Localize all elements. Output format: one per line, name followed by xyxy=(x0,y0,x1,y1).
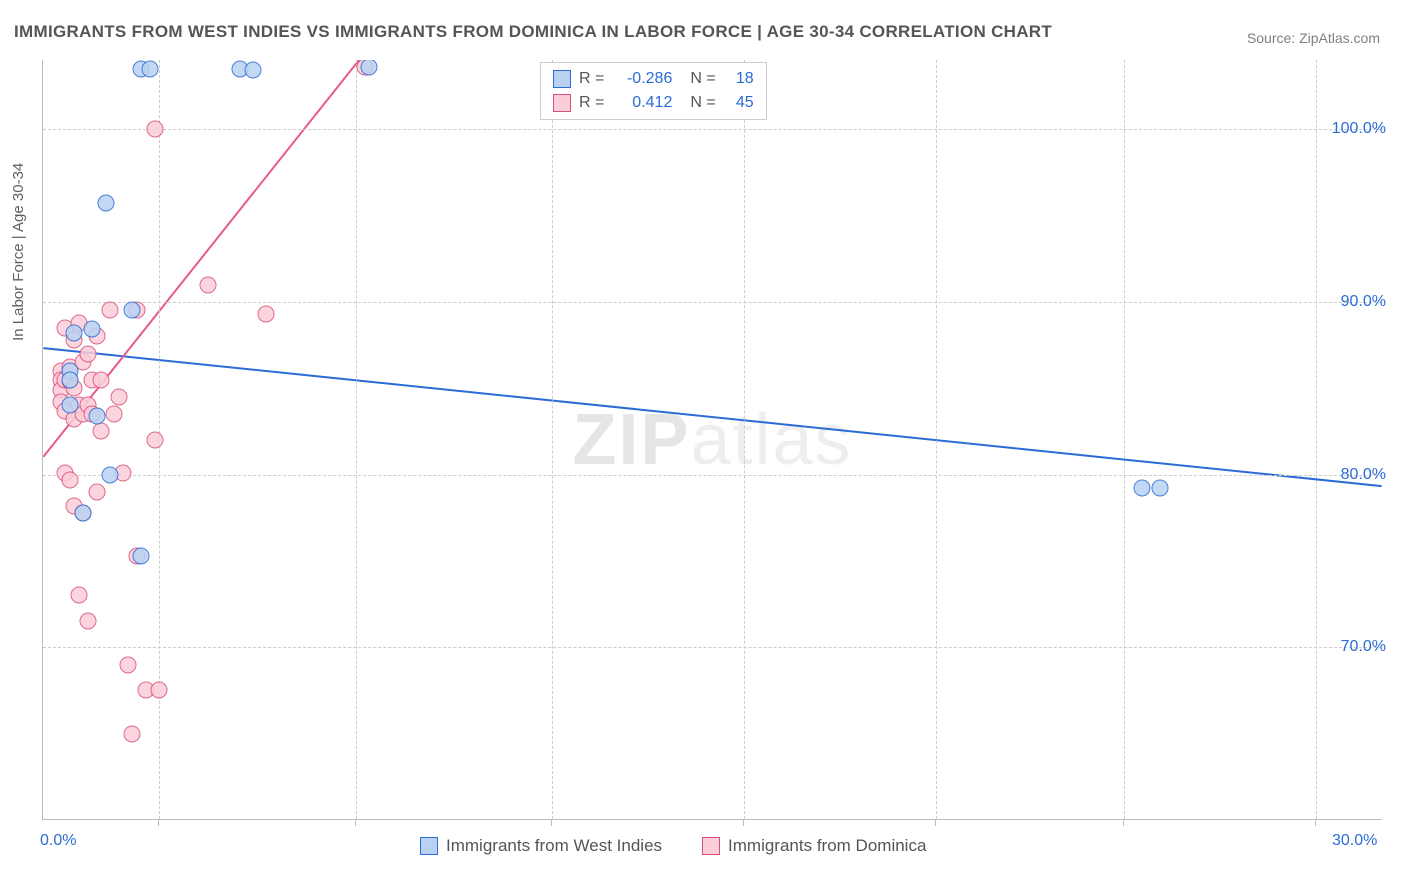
data-point-dominica xyxy=(124,725,141,742)
gridline-v xyxy=(356,60,357,819)
scatter-plot-area: ZIPatlas xyxy=(42,60,1382,820)
swatch-series-0 xyxy=(420,837,438,855)
gridline-h xyxy=(43,129,1382,130)
stat-n-label: N = xyxy=(690,70,715,88)
trend-lines xyxy=(43,60,1382,819)
stats-row-series-0: R = -0.286 N = 18 xyxy=(553,67,754,91)
stat-r-label: R = xyxy=(579,70,604,88)
swatch-series-0 xyxy=(553,70,571,88)
trend-line-west_indies xyxy=(43,348,1381,486)
x-tick-mark xyxy=(551,820,552,826)
data-point-west_indies xyxy=(361,60,378,75)
legend-item-1: Immigrants from Dominica xyxy=(702,836,926,856)
data-point-dominica xyxy=(79,345,96,362)
data-point-dominica xyxy=(79,613,96,630)
data-point-dominica xyxy=(110,388,127,405)
data-point-west_indies xyxy=(66,324,83,341)
gridline-h xyxy=(43,302,1382,303)
watermark-bold: ZIP xyxy=(572,400,690,480)
data-point-dominica xyxy=(93,423,110,440)
data-point-dominica xyxy=(70,587,87,604)
data-point-dominica xyxy=(61,471,78,488)
stat-n-value-0: 18 xyxy=(724,70,754,88)
gridline-v xyxy=(552,60,553,819)
data-point-west_indies xyxy=(244,62,261,79)
stat-r-value-1: 0.412 xyxy=(612,94,672,112)
watermark: ZIPatlas xyxy=(572,399,852,481)
data-point-west_indies xyxy=(124,302,141,319)
data-point-west_indies xyxy=(61,397,78,414)
data-point-dominica xyxy=(88,483,105,500)
data-point-dominica xyxy=(119,656,136,673)
legend-label-1: Immigrants from Dominica xyxy=(728,836,926,856)
series-legend: Immigrants from West Indies Immigrants f… xyxy=(420,836,926,856)
x-tick-mark xyxy=(935,820,936,826)
data-point-west_indies xyxy=(61,371,78,388)
stat-n-label: N = xyxy=(690,94,715,112)
x-tick-label: 0.0% xyxy=(40,832,76,850)
swatch-series-1 xyxy=(702,837,720,855)
x-tick-mark xyxy=(1123,820,1124,826)
stat-n-value-1: 45 xyxy=(724,94,754,112)
gridline-v xyxy=(1316,60,1317,819)
data-point-dominica xyxy=(106,406,123,423)
stats-row-series-1: R = 0.412 N = 45 xyxy=(553,91,754,115)
stat-r-label: R = xyxy=(579,94,604,112)
data-point-west_indies xyxy=(1133,480,1150,497)
stat-r-value-0: -0.286 xyxy=(612,70,672,88)
data-point-west_indies xyxy=(84,321,101,338)
data-point-west_indies xyxy=(75,504,92,521)
data-point-dominica xyxy=(151,682,168,699)
x-tick-mark xyxy=(158,820,159,826)
gridline-h xyxy=(43,647,1382,648)
swatch-series-1 xyxy=(553,94,571,112)
source-attribution: Source: ZipAtlas.com xyxy=(1247,30,1380,46)
data-point-west_indies xyxy=(1151,480,1168,497)
data-point-dominica xyxy=(258,305,275,322)
data-point-dominica xyxy=(93,371,110,388)
gridline-h xyxy=(43,475,1382,476)
data-point-dominica xyxy=(200,276,217,293)
data-point-west_indies xyxy=(133,547,150,564)
data-point-west_indies xyxy=(88,407,105,424)
x-tick-label: 30.0% xyxy=(1332,832,1377,850)
chart-title: IMMIGRANTS FROM WEST INDIES VS IMMIGRANT… xyxy=(14,22,1052,42)
x-tick-mark xyxy=(355,820,356,826)
data-point-west_indies xyxy=(102,466,119,483)
data-point-dominica xyxy=(146,432,163,449)
y-tick-label: 100.0% xyxy=(1332,120,1386,138)
gridline-v xyxy=(744,60,745,819)
y-tick-label: 80.0% xyxy=(1341,466,1386,484)
x-tick-mark xyxy=(1315,820,1316,826)
x-tick-mark xyxy=(743,820,744,826)
data-point-dominica xyxy=(146,121,163,138)
trend-line-dominica xyxy=(43,60,400,457)
gridline-v xyxy=(1124,60,1125,819)
data-point-dominica xyxy=(102,302,119,319)
gridline-v xyxy=(936,60,937,819)
y-tick-label: 70.0% xyxy=(1341,638,1386,656)
data-point-west_indies xyxy=(142,60,159,77)
y-axis-label: In Labor Force | Age 30-34 xyxy=(10,163,27,341)
watermark-light: atlas xyxy=(690,400,852,480)
legend-label-0: Immigrants from West Indies xyxy=(446,836,662,856)
legend-item-0: Immigrants from West Indies xyxy=(420,836,662,856)
data-point-west_indies xyxy=(97,195,114,212)
stats-legend: R = -0.286 N = 18 R = 0.412 N = 45 xyxy=(540,62,767,120)
y-tick-label: 90.0% xyxy=(1341,293,1386,311)
